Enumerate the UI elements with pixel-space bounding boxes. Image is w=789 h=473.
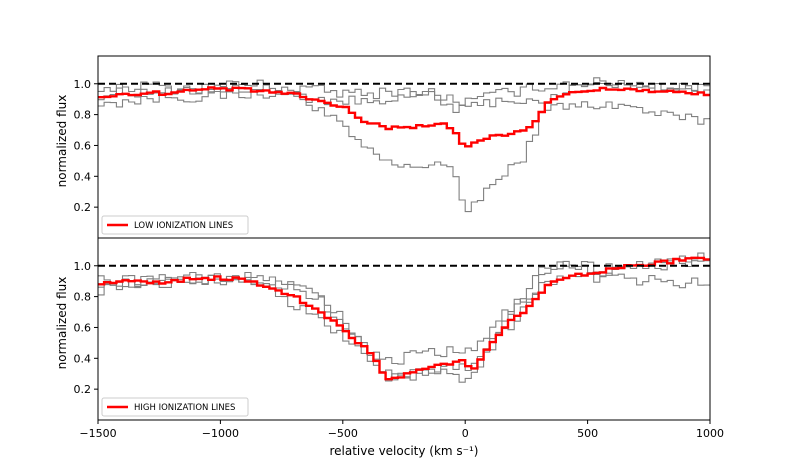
low-ionization-y-tick-label: 0.6 xyxy=(74,139,92,152)
low-ionization-y-axis-label: normalized flux xyxy=(55,95,69,188)
x-tick-label: 0 xyxy=(462,427,469,440)
low-ionization-series-layer xyxy=(98,77,710,213)
low-ionization-legend-box xyxy=(101,215,249,235)
low-ionization-y-tick-label: 0.2 xyxy=(74,201,92,214)
high-ionization-series-layer xyxy=(98,252,710,383)
low-ionization-individual-spectrum-1 xyxy=(98,79,710,213)
high-ionization-individual-spectrum-2 xyxy=(98,271,710,365)
high-ionization-legend-box xyxy=(101,397,249,417)
low-ionization-legend-label: LOW IONIZATION LINES xyxy=(134,221,233,231)
high-ionization-y-tick-label: 0.6 xyxy=(74,321,92,334)
high-ionization-y-axis-label: normalized flux xyxy=(55,277,69,370)
high-ionization-mean-spectrum xyxy=(98,256,710,381)
high-ionization-y-axis: 0.2 0.4 0.6 0.8 1.0 xyxy=(74,260,98,396)
x-tick-label: −1500 xyxy=(79,427,116,440)
x-tick-label: −500 xyxy=(328,427,358,440)
high-ionization-legend-label: HIGH IONIZATION LINES xyxy=(134,403,235,413)
velocity-x-axis-label: relative velocity (km s⁻¹) xyxy=(329,444,478,458)
high-ionization-panel: 0.2 0.4 0.6 0.8 1.0 −1500 −1000 −500 0 500 1000 n… xyxy=(55,237,724,458)
velocity-x-axis: −1500 −1000 −500 0 500 1000 xyxy=(79,420,724,440)
low-ionization-y-tick-label: 0.4 xyxy=(74,170,92,183)
x-tick-label: 1000 xyxy=(696,427,724,440)
high-ionization-legend: HIGH IONIZATION LINES xyxy=(101,397,249,417)
low-ionization-individual-spectrum-3 xyxy=(98,77,710,106)
high-ionization-plot-frame xyxy=(97,237,711,421)
low-ionization-individual-spectrum-2 xyxy=(98,88,710,125)
low-ionization-mean-spectrum xyxy=(98,86,710,148)
low-ionization-y-axis: 0.2 0.4 0.6 0.8 1.0 xyxy=(74,78,98,214)
high-ionization-y-tick-label: 0.8 xyxy=(74,291,92,304)
high-ionization-y-tick-label: 0.2 xyxy=(74,383,92,396)
x-tick-label: 500 xyxy=(577,427,598,440)
high-ionization-y-tick-label: 1.0 xyxy=(74,260,92,273)
low-ionization-panel: 0.2 0.4 0.6 0.8 1.0 normalized flux LOW IONI… xyxy=(55,55,711,239)
x-tick-label: −1000 xyxy=(202,427,239,440)
low-ionization-y-tick-label: 0.8 xyxy=(74,109,92,122)
high-ionization-y-tick-label: 0.4 xyxy=(74,352,92,365)
low-ionization-y-tick-label: 1.0 xyxy=(74,78,92,91)
low-ionization-legend: LOW IONIZATION LINES xyxy=(101,215,249,235)
